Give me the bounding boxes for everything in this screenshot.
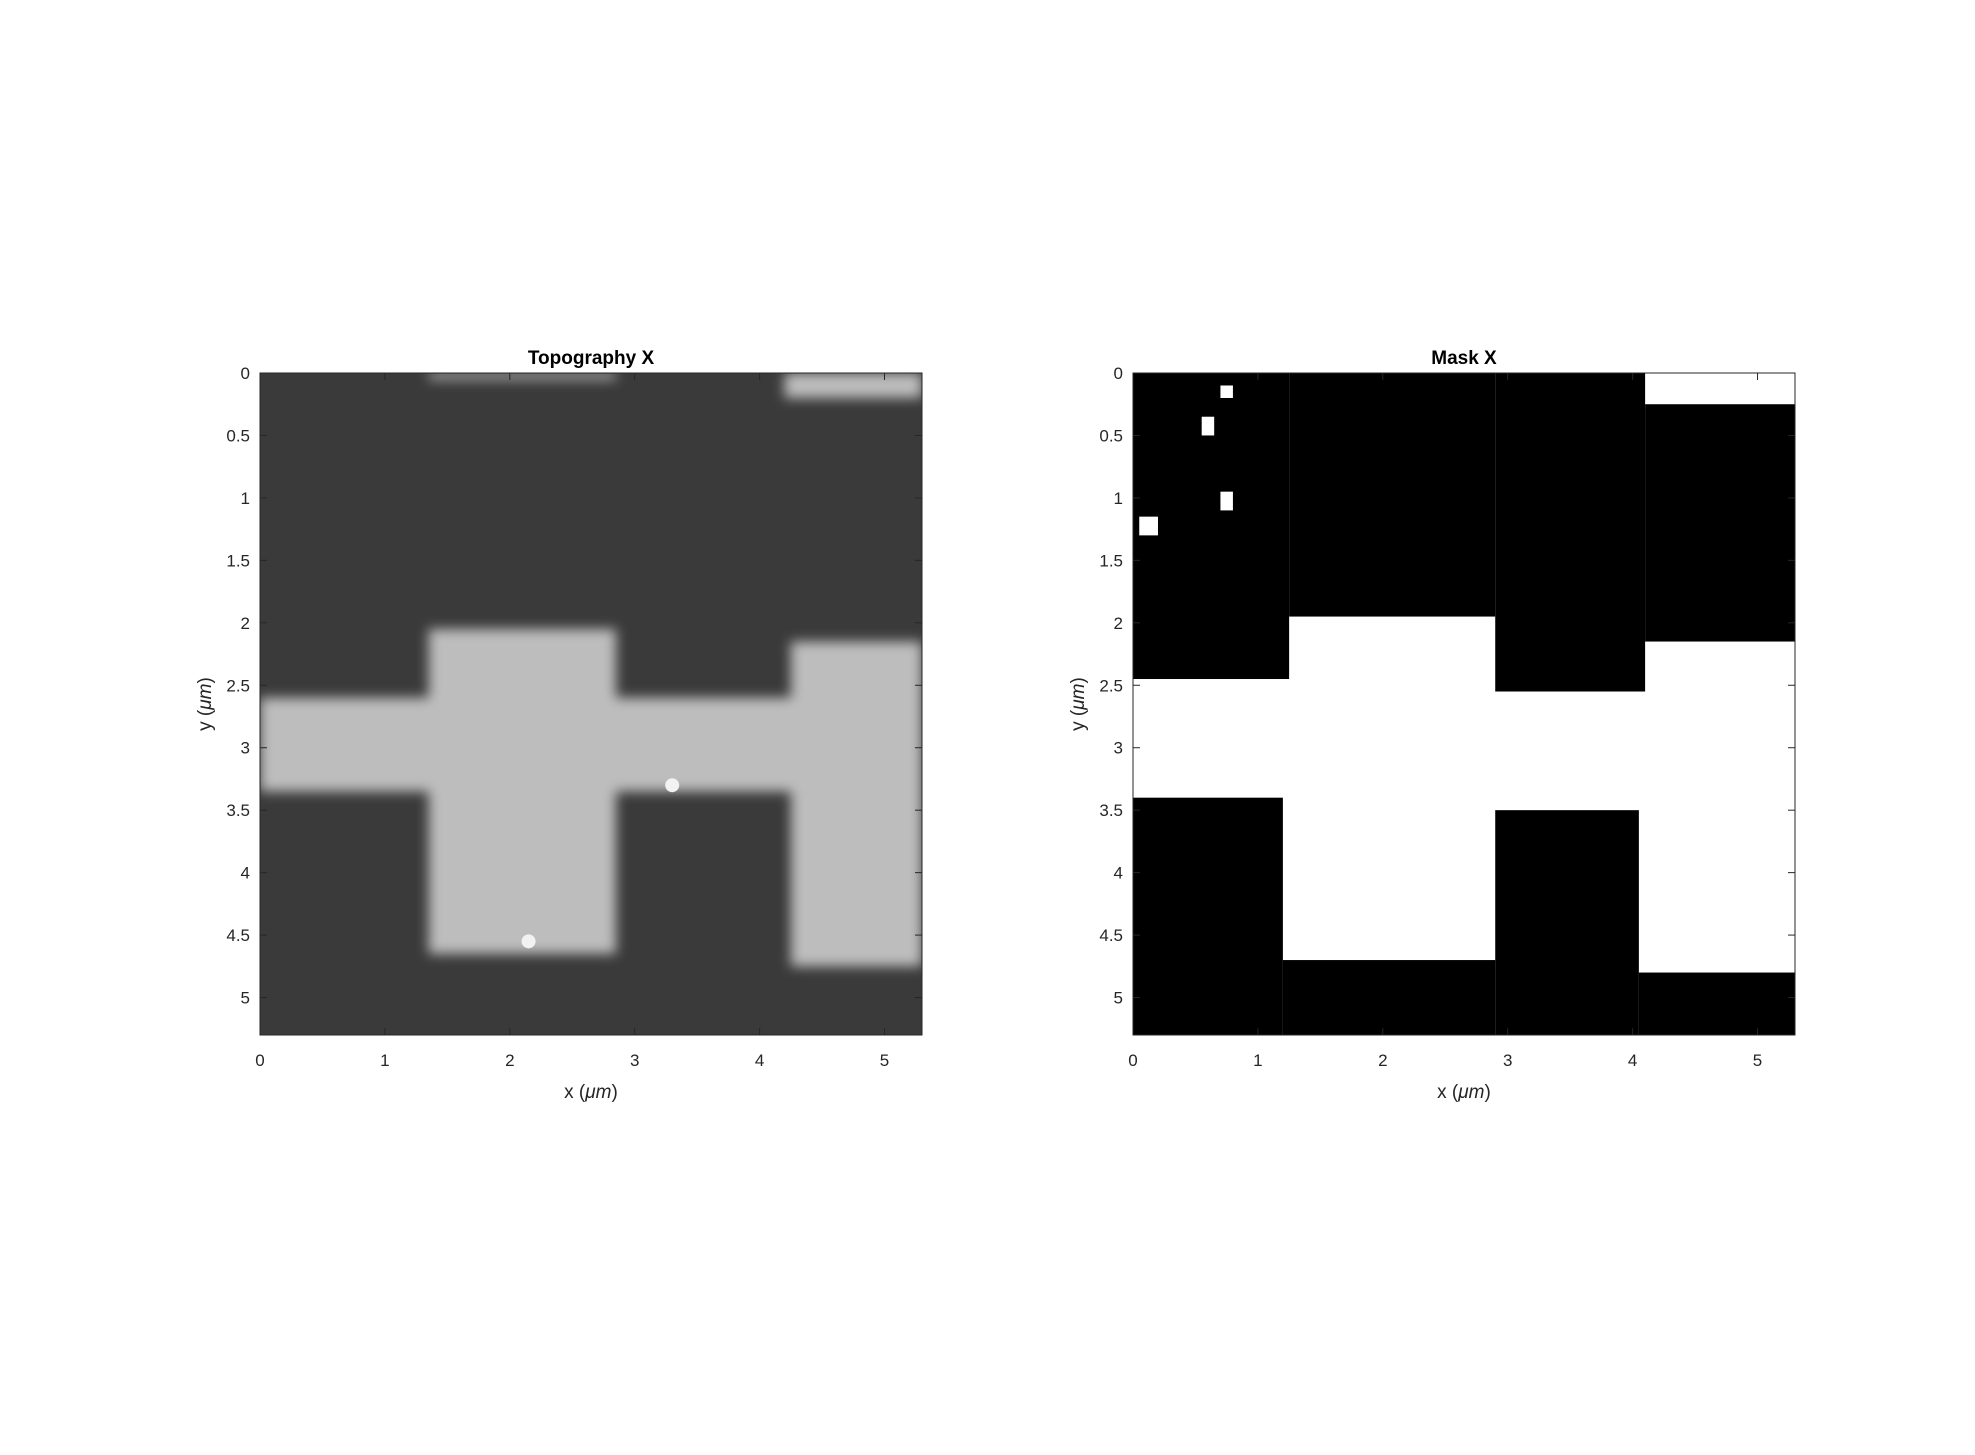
x-tick-label: 2 (1378, 1051, 1387, 1070)
mask-black-region (1645, 404, 1795, 642)
mask-y-ticks: 0 0.5 1 1.5 2 2.5 3 3.5 4 4.5 5 (1099, 364, 1795, 1008)
y-tick-label: 2 (241, 614, 250, 633)
mask-x-axis-label: x (μm) (1437, 1082, 1491, 1103)
topography-title: Topography X (528, 348, 655, 369)
y-tick-label: 4 (241, 864, 250, 883)
topography-y-ticks: 0 0.5 1 1.5 2 2.5 3 3.5 4 4.5 5 (226, 364, 922, 1008)
mask-image (1133, 373, 1795, 1035)
x-tick-label: 5 (880, 1051, 889, 1070)
y-tick-label: 2.5 (226, 676, 250, 695)
topography-x-ticks: 0 1 2 3 4 5 (255, 373, 889, 1070)
y-tick-label: 1.5 (226, 551, 250, 570)
mask-title: Mask X (1431, 348, 1497, 369)
x-tick-label: 3 (630, 1051, 639, 1070)
y-tick-label: 4 (1114, 864, 1123, 883)
y-tick-label: 1 (1114, 489, 1123, 508)
mask-x-ticks: 0 1 2 3 4 5 (1128, 373, 1762, 1070)
x-tick-label: 0 (255, 1051, 264, 1070)
x-tick-label: 4 (1628, 1051, 1637, 1070)
topography-bright-region (260, 697, 922, 792)
y-tick-label: 4.5 (1099, 926, 1123, 945)
mask-black-region (1289, 373, 1496, 617)
y-tick-label: 2 (1114, 614, 1123, 633)
topography-y-axis-label: y (μm) (195, 677, 216, 731)
y-tick-label: 0 (241, 364, 250, 383)
x-tick-label: 0 (1128, 1051, 1137, 1070)
mask-black-region (1495, 373, 1646, 692)
y-tick-label: 5 (1114, 989, 1123, 1008)
topography-bright-region (428, 373, 616, 380)
mask-black-region (1133, 797, 1283, 1035)
y-tick-label: 1.5 (1099, 551, 1123, 570)
topography-panel: Topography X 0 1 2 3 4 5 0 0.5 1 1.5 2 2.5 3 3.5 4 4.5… (195, 348, 923, 1103)
topography-bright-spot (521, 934, 536, 949)
mask-white-hole (1139, 516, 1158, 536)
y-tick-label: 4.5 (226, 926, 250, 945)
mask-panel: Mask X 0 1 2 3 4 5 0 0.5 1 1.5 2 2.5 3 3.5 4 4.5 5 x (μ… (1068, 348, 1796, 1103)
y-tick-label: 3.5 (226, 801, 250, 820)
x-tick-label: 2 (505, 1051, 514, 1070)
mask-white-hole (1201, 416, 1215, 436)
y-tick-label: 3.5 (1099, 801, 1123, 820)
mask-y-axis-label: y (μm) (1068, 677, 1089, 731)
topography-image (260, 373, 922, 967)
y-tick-label: 3 (1114, 739, 1123, 758)
topography-x-axis-label: x (μm) (564, 1082, 618, 1103)
x-tick-label: 5 (1753, 1051, 1762, 1070)
mask-white-hole (1220, 491, 1233, 511)
x-tick-label: 1 (1253, 1051, 1262, 1070)
y-tick-label: 2.5 (1099, 676, 1123, 695)
y-tick-label: 0.5 (226, 426, 250, 445)
mask-black-region (1495, 810, 1639, 1035)
y-tick-label: 3 (241, 739, 250, 758)
x-tick-label: 4 (755, 1051, 764, 1070)
topography-bright-spot (665, 778, 680, 793)
y-tick-label: 0 (1114, 364, 1123, 383)
topography-bright-region (784, 373, 922, 398)
y-tick-label: 5 (241, 989, 250, 1008)
mask-black-region (1638, 972, 1795, 1035)
mask-white-hole (1220, 385, 1233, 398)
y-tick-label: 1 (241, 489, 250, 508)
y-tick-label: 0.5 (1099, 426, 1123, 445)
mask-black-region (1282, 960, 1496, 1035)
x-tick-label: 1 (380, 1051, 389, 1070)
topography-axes-frame (259, 372, 923, 1036)
mask-axes-frame (1132, 372, 1796, 1036)
topography-bright-region (790, 641, 922, 967)
x-tick-label: 3 (1503, 1051, 1512, 1070)
